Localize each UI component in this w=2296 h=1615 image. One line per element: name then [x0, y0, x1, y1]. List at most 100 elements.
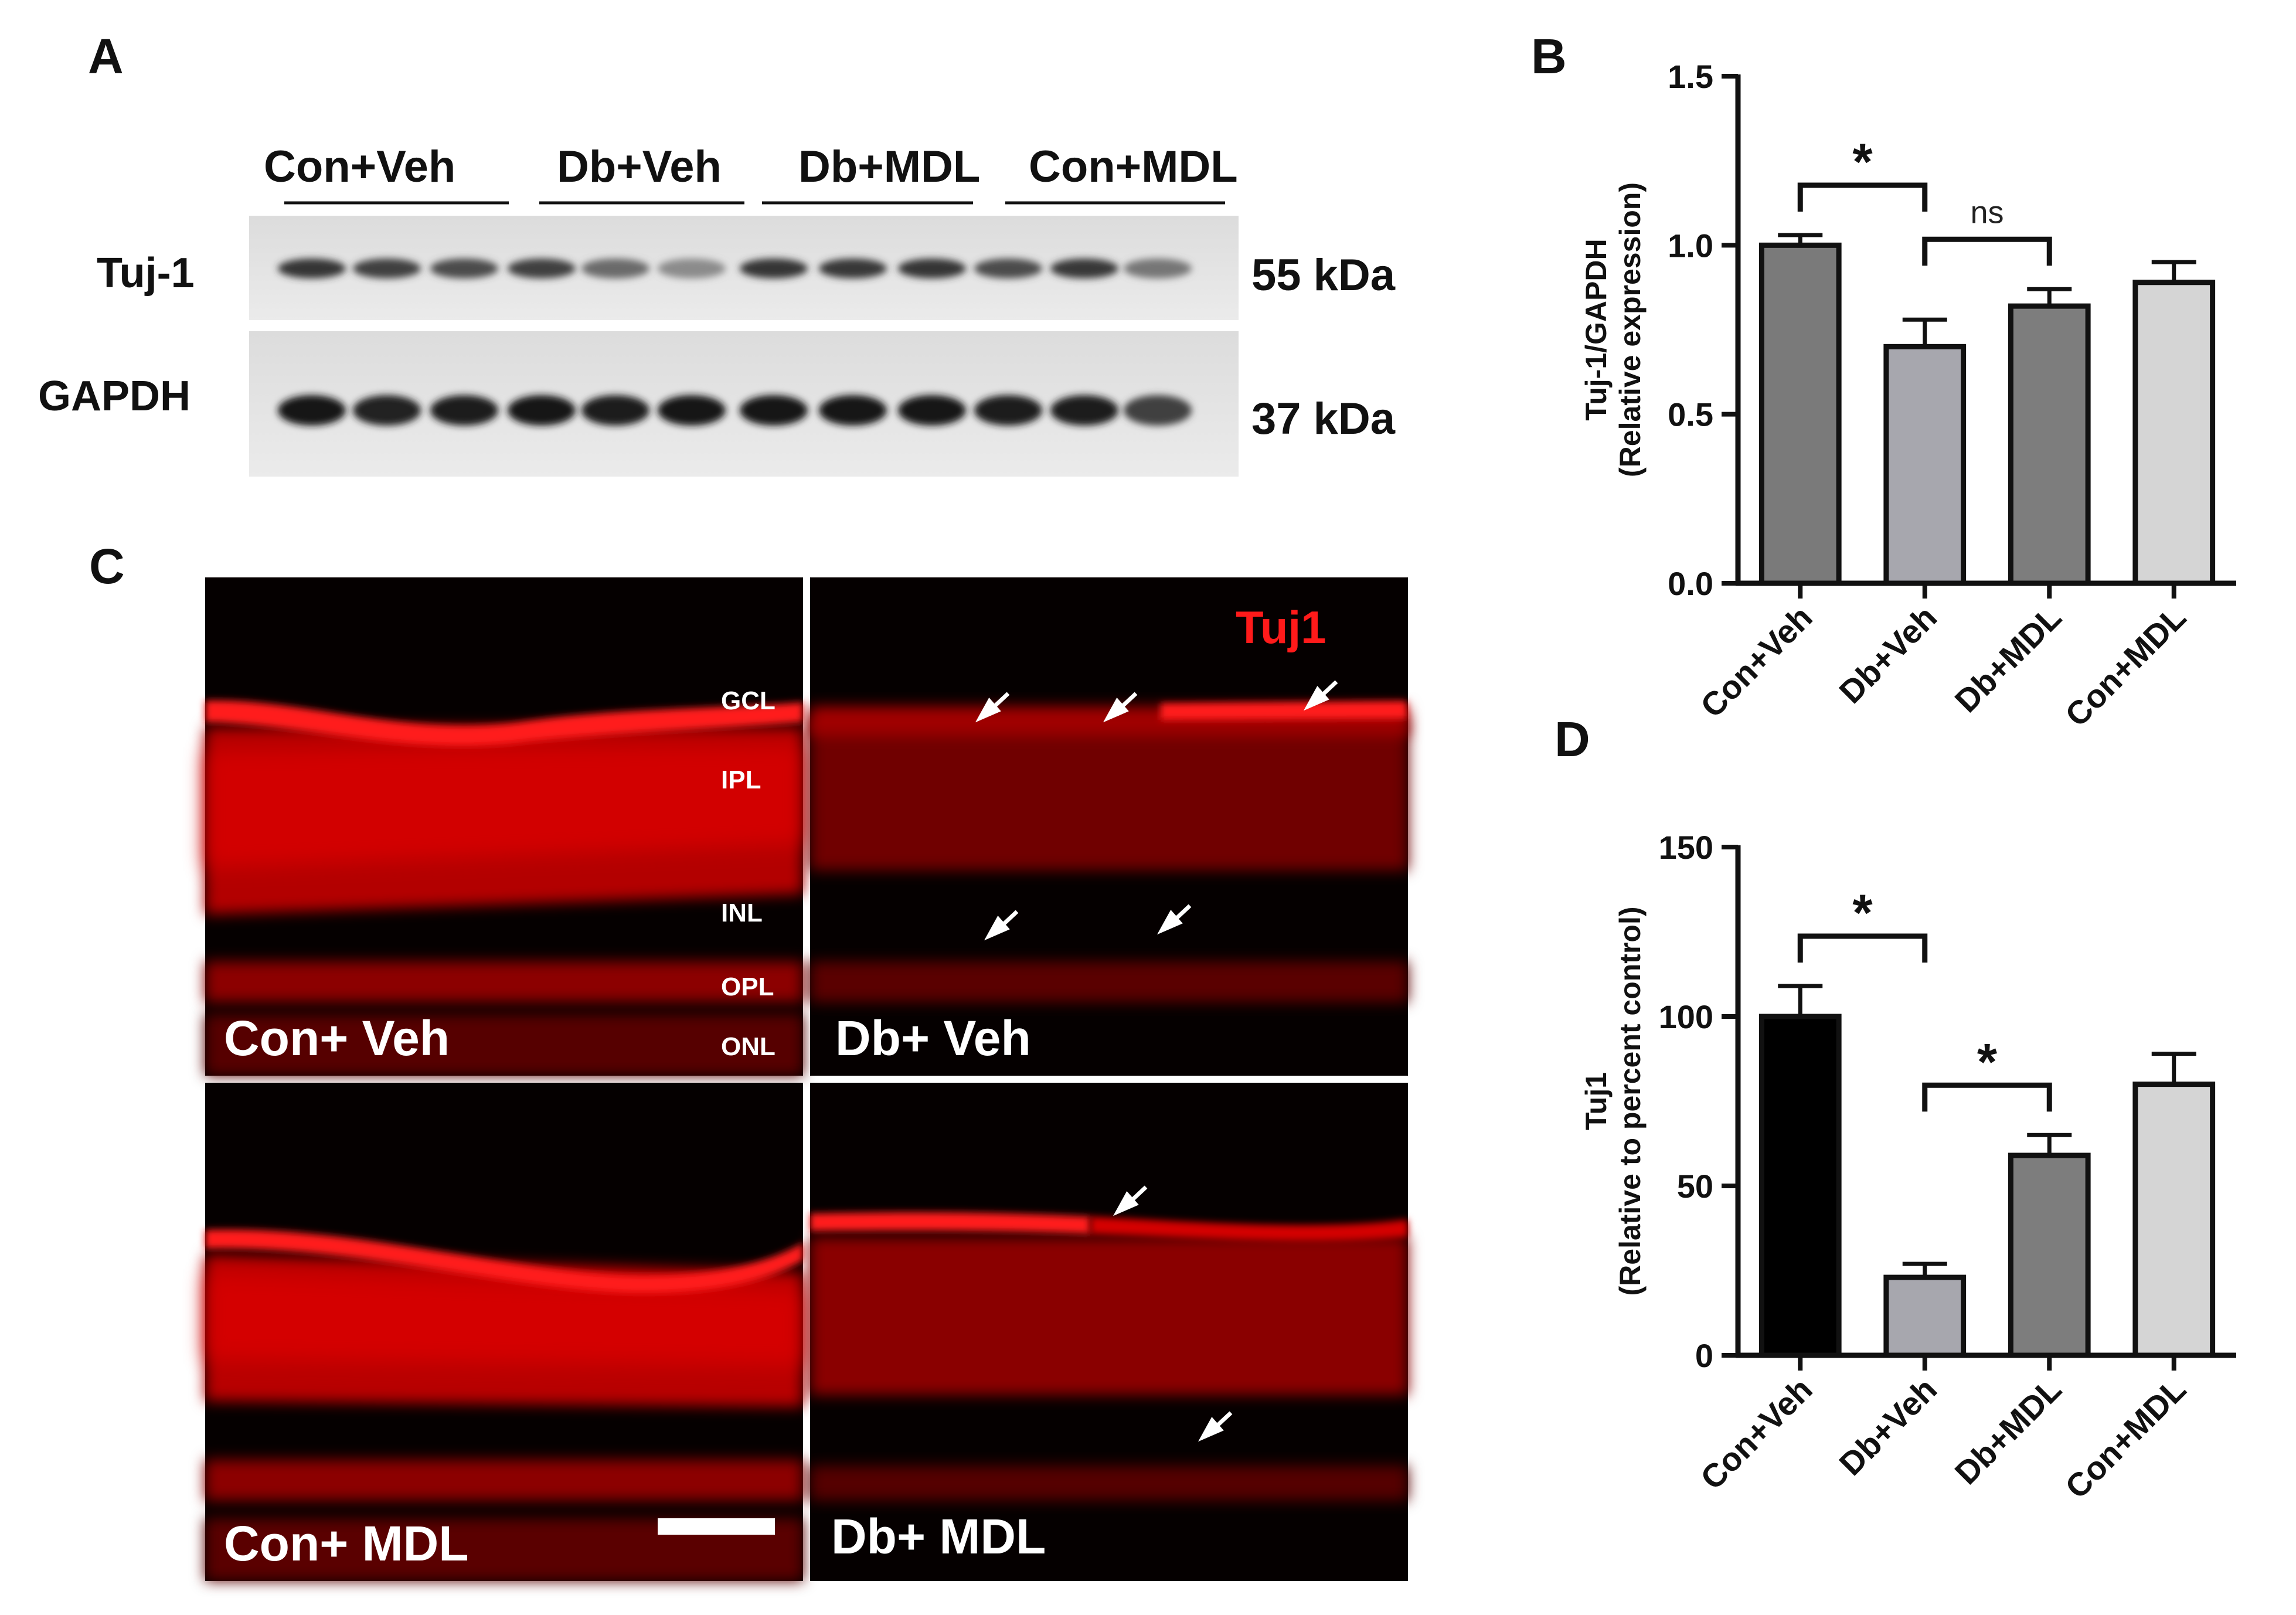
blot-band — [658, 395, 726, 426]
ipl-layer — [810, 1237, 1408, 1395]
x-tick-label: Con+Veh — [1693, 1371, 1819, 1497]
blot-band — [974, 395, 1042, 426]
micrograph-db-mdl: Db+ MDL — [810, 1083, 1408, 1581]
bar — [1883, 1274, 1967, 1358]
y-tick-label: 1.0 — [1668, 227, 1713, 264]
micrograph-label-db-mdl: Db+ MDL — [831, 1509, 1046, 1564]
opl-layer — [810, 961, 1408, 1002]
blot-band — [740, 395, 808, 426]
x-tick-label: Db+Veh — [1832, 599, 1944, 710]
blot-band — [819, 395, 887, 426]
blot-band — [353, 259, 421, 278]
panel-a: A Con+Veh Db+Veh Db+MDL Con+MDL Tuj-1 GA… — [38, 29, 1396, 477]
stain-label-tuj1: Tuj1 — [1236, 601, 1326, 653]
mw-label-37kda: 37 kDa — [1251, 394, 1396, 444]
bar — [1758, 242, 1842, 586]
gcl-layer — [810, 1212, 1090, 1234]
y-tick-label: 0.0 — [1668, 565, 1713, 602]
blot-group-headers: Con+Veh Db+Veh Db+MDL Con+MDL — [264, 142, 1238, 205]
layer-label-opl: OPL — [721, 973, 774, 1001]
x-tick-label: Db+Veh — [1832, 1371, 1944, 1483]
x-tick-label: Db+MDL — [1948, 599, 2069, 719]
panel-d: D 0 50 100 150 Tuj1(Relative to percent cont… — [1555, 712, 2236, 1505]
gcl-layer — [205, 1229, 803, 1293]
group-header-db-mdl: Db+MDL — [798, 142, 980, 192]
micrograph-label-db-veh: Db+ Veh — [835, 1011, 1031, 1066]
group-header-db-veh: Db+Veh — [557, 142, 722, 192]
blot-band — [278, 395, 346, 426]
significance-label: ns — [1970, 195, 2004, 230]
blot-band — [1050, 395, 1118, 426]
opl-layer — [205, 1460, 803, 1501]
blot-band — [508, 395, 576, 426]
group-header-con-mdl: Con+MDL — [1029, 142, 1238, 192]
x-tick-label: Con+Veh — [1693, 599, 1819, 725]
gcl-bright-segment — [1161, 701, 1407, 720]
onl-layer — [205, 1014, 803, 1076]
significance-label: * — [1852, 132, 1873, 191]
blot-bands — [278, 259, 1192, 426]
blot-band — [1124, 259, 1192, 278]
ipl-layer — [810, 718, 1408, 871]
micrograph-label-con-mdl: Con+ MDL — [224, 1516, 469, 1571]
layer-label-gcl: GCL — [721, 686, 775, 715]
bar — [1758, 1014, 1842, 1358]
bar — [2008, 1152, 2091, 1358]
ipl-layer-bright — [205, 744, 803, 868]
blot-band — [581, 395, 649, 426]
y-tick-label: 50 — [1677, 1168, 1713, 1205]
blot-row-label-tuj1: Tuj-1 — [97, 250, 195, 297]
x-tick-label: Con+MDL — [2058, 1371, 2193, 1505]
gcl-layer-right — [1090, 1216, 1408, 1241]
opl-layer — [205, 961, 803, 1002]
y-axis-label: Tuj-1/GAPDH(Relative expression) — [1580, 182, 1647, 477]
y-tick-label: 1.5 — [1668, 58, 1713, 95]
panel-d-label: D — [1555, 712, 1590, 767]
blot-band — [430, 259, 498, 278]
y-tick-label: 0.5 — [1668, 396, 1713, 433]
significance-label: * — [1977, 1032, 1998, 1090]
layer-label-onl: ONL — [721, 1032, 775, 1061]
significance-bracket — [1797, 933, 1928, 963]
bar — [2132, 1082, 2216, 1358]
chart-d: 0 50 100 150 Tuj1(Relative to percent contro… — [1580, 829, 2236, 1505]
panel-c-label: C — [89, 539, 125, 594]
arrow-markers — [975, 680, 1338, 941]
blot-band — [430, 395, 498, 426]
blot-band — [740, 259, 808, 278]
blot-band — [1050, 259, 1118, 278]
blot-band — [508, 259, 576, 278]
significance-bracket — [1922, 236, 2052, 266]
y-tick-label: 100 — [1659, 998, 1713, 1035]
x-tick-label: Db+MDL — [1948, 1371, 2069, 1491]
x-tick-label: Con+MDL — [2058, 599, 2193, 733]
blot-band — [353, 395, 421, 426]
blot-band — [898, 395, 966, 426]
y-tick-label: 150 — [1659, 829, 1713, 866]
panel-b-label: B — [1531, 29, 1567, 84]
blot-band — [581, 259, 649, 278]
y-tick-label: 0 — [1695, 1337, 1713, 1374]
micrograph-con-mdl: Con+ MDL — [205, 1083, 803, 1581]
chart-b: 0.0 0.5 1.0 1.5 Tuj-1/GAPDH(Relative express… — [1580, 58, 2236, 733]
ipl-layer-bright — [205, 1272, 803, 1366]
micrograph-label-con-veh: Con+ Veh — [224, 1011, 450, 1066]
significance-bracket — [1797, 182, 1928, 212]
scale-bar — [658, 1518, 775, 1535]
panel-c: C GCL IPL INL OPL ONL Con+ Veh — [89, 539, 1408, 1581]
blot-band — [1124, 395, 1192, 426]
group-header-con-veh: Con+Veh — [264, 142, 455, 192]
significance-label: * — [1852, 883, 1873, 941]
bar — [2132, 280, 2216, 586]
blot-band — [658, 259, 726, 278]
blot-band — [278, 259, 346, 278]
panel-b: B 0.0 0.5 1.0 1.5 Tuj-1/GAPDH(Relative expre… — [1531, 29, 2236, 733]
bar — [1883, 344, 1967, 586]
layer-label-inl: INL — [721, 899, 763, 927]
opl-layer — [810, 1466, 1408, 1501]
bar — [2008, 303, 2091, 586]
blot-band — [974, 259, 1042, 278]
panel-a-label: A — [88, 29, 124, 84]
micrograph-con-veh: GCL IPL INL OPL ONL Con+ Veh — [205, 577, 803, 1076]
